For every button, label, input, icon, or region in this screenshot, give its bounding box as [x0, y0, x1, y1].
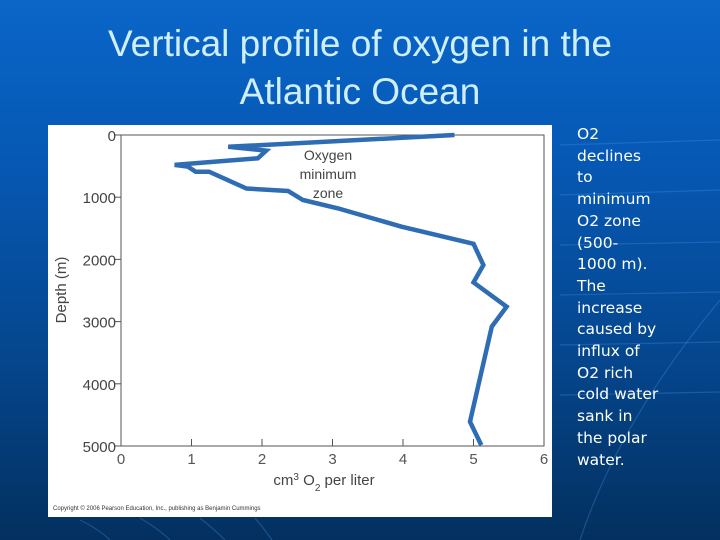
side-text-line: 1000 m). [577, 255, 648, 274]
side-text-line: water. [577, 450, 625, 469]
side-text-line: influx of [577, 342, 640, 361]
side-text-line: The [577, 276, 606, 295]
y-tick-label: 0 [108, 128, 116, 145]
side-text-line: declines [577, 146, 641, 165]
side-text-line: caused by [577, 320, 657, 339]
x-tick-label: 1 [187, 451, 195, 468]
title-line-1: Vertical profile of oxygen in the [108, 23, 612, 64]
side-text-line: cold water [577, 385, 659, 404]
title-line-2: Atlantic Ocean [239, 71, 481, 112]
side-text-line: O2 zone [577, 211, 641, 230]
slide-title: Vertical profile of oxygen in the Atlant… [0, 20, 720, 116]
y-tick-label: 5000 [83, 439, 116, 456]
y-axis-label: Depth (m) [53, 257, 70, 324]
copyright-notice: Copyright © 2006 Pearson Education, Inc.… [53, 505, 261, 512]
annotation-minimum: minimum [300, 166, 357, 182]
oxygen-profile-chart: 0 1000 2000 3000 4000 5000 0 1 2 3 4 5 6 Oxygen min… [53, 128, 548, 512]
side-text-line: minimum [577, 190, 651, 209]
side-text-line: O2 rich [577, 363, 634, 382]
y-tick-label: 3000 [83, 315, 116, 332]
side-text-line: the polar [577, 428, 647, 447]
side-text-line: sank in [577, 407, 633, 426]
oxygen-curve [174, 132, 510, 447]
x-tick-label: 3 [328, 451, 336, 468]
y-tick-label: 2000 [83, 252, 116, 269]
x-tick-label: 5 [469, 451, 477, 468]
y-tick-label: 4000 [83, 377, 116, 394]
x-axis-ticks: 0 1 2 3 4 5 6 [117, 439, 548, 468]
x-tick-label: 6 [540, 451, 548, 468]
y-axis-ticks: 0 1000 2000 3000 4000 5000 [83, 128, 121, 456]
x-tick-label: 2 [258, 451, 266, 468]
x-axis-label: cm3 O2 per liter [273, 472, 374, 494]
side-text-line: O2 [577, 125, 600, 143]
side-text-line: increase [577, 298, 643, 317]
x-tick-label: 0 [117, 451, 125, 468]
side-text-line: to [577, 168, 593, 187]
side-explanation-text: O2 declines to minimum O2 zone (500- 1000 m). T… [577, 124, 717, 471]
annotation-zone: zone [313, 185, 344, 201]
y-tick-label: 1000 [83, 190, 116, 207]
annotation-oxygen: Oxygen [304, 147, 352, 163]
oxygen-profile-figure: 0 1000 2000 3000 4000 5000 0 1 2 3 4 5 6 Oxygen min… [48, 125, 552, 517]
side-text-line: (500- [577, 233, 619, 252]
x-tick-label: 4 [399, 451, 407, 468]
